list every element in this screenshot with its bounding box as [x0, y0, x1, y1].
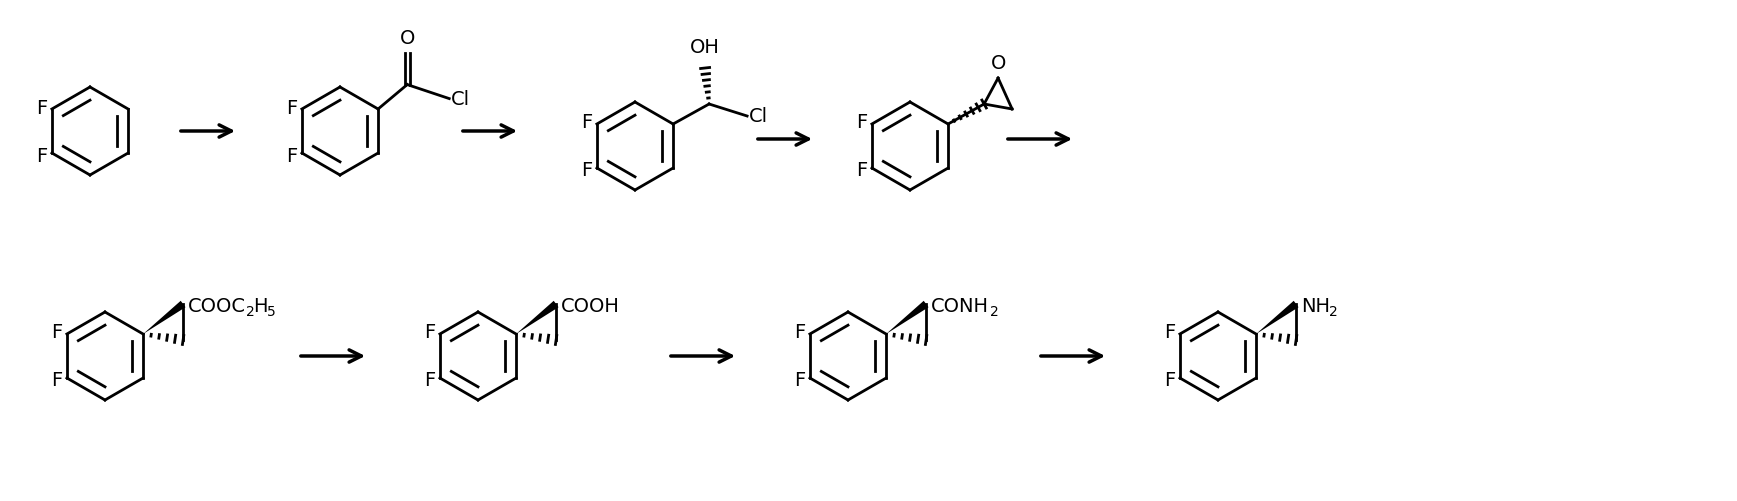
Text: F: F — [285, 146, 297, 165]
Text: F: F — [580, 113, 592, 132]
Text: Cl: Cl — [749, 107, 768, 126]
Text: F: F — [36, 146, 47, 165]
Text: F: F — [50, 371, 63, 390]
Text: F: F — [856, 113, 867, 132]
Text: F: F — [424, 371, 434, 390]
Polygon shape — [516, 301, 559, 334]
Text: 2: 2 — [990, 305, 999, 318]
Text: COOC: COOC — [188, 297, 247, 316]
Text: F: F — [424, 323, 434, 342]
Text: F: F — [1164, 371, 1174, 390]
Text: F: F — [580, 161, 592, 180]
Text: F: F — [794, 323, 804, 342]
Polygon shape — [142, 301, 186, 334]
Text: Cl: Cl — [452, 90, 471, 109]
Polygon shape — [886, 301, 929, 334]
Text: 2: 2 — [247, 305, 255, 318]
Text: F: F — [50, 323, 63, 342]
Text: H: H — [254, 297, 267, 316]
Text: F: F — [36, 98, 47, 117]
Text: F: F — [1164, 323, 1174, 342]
Text: O: O — [400, 29, 415, 48]
Polygon shape — [1256, 301, 1299, 334]
Text: 5: 5 — [267, 305, 276, 318]
Text: CONH: CONH — [931, 297, 988, 316]
Text: NH: NH — [1301, 297, 1331, 316]
Text: F: F — [285, 98, 297, 117]
Text: O: O — [990, 54, 1006, 73]
Text: COOH: COOH — [561, 297, 620, 316]
Text: 2: 2 — [1329, 305, 1337, 318]
Text: F: F — [794, 371, 804, 390]
Text: F: F — [856, 161, 867, 180]
Text: OH: OH — [690, 38, 721, 57]
